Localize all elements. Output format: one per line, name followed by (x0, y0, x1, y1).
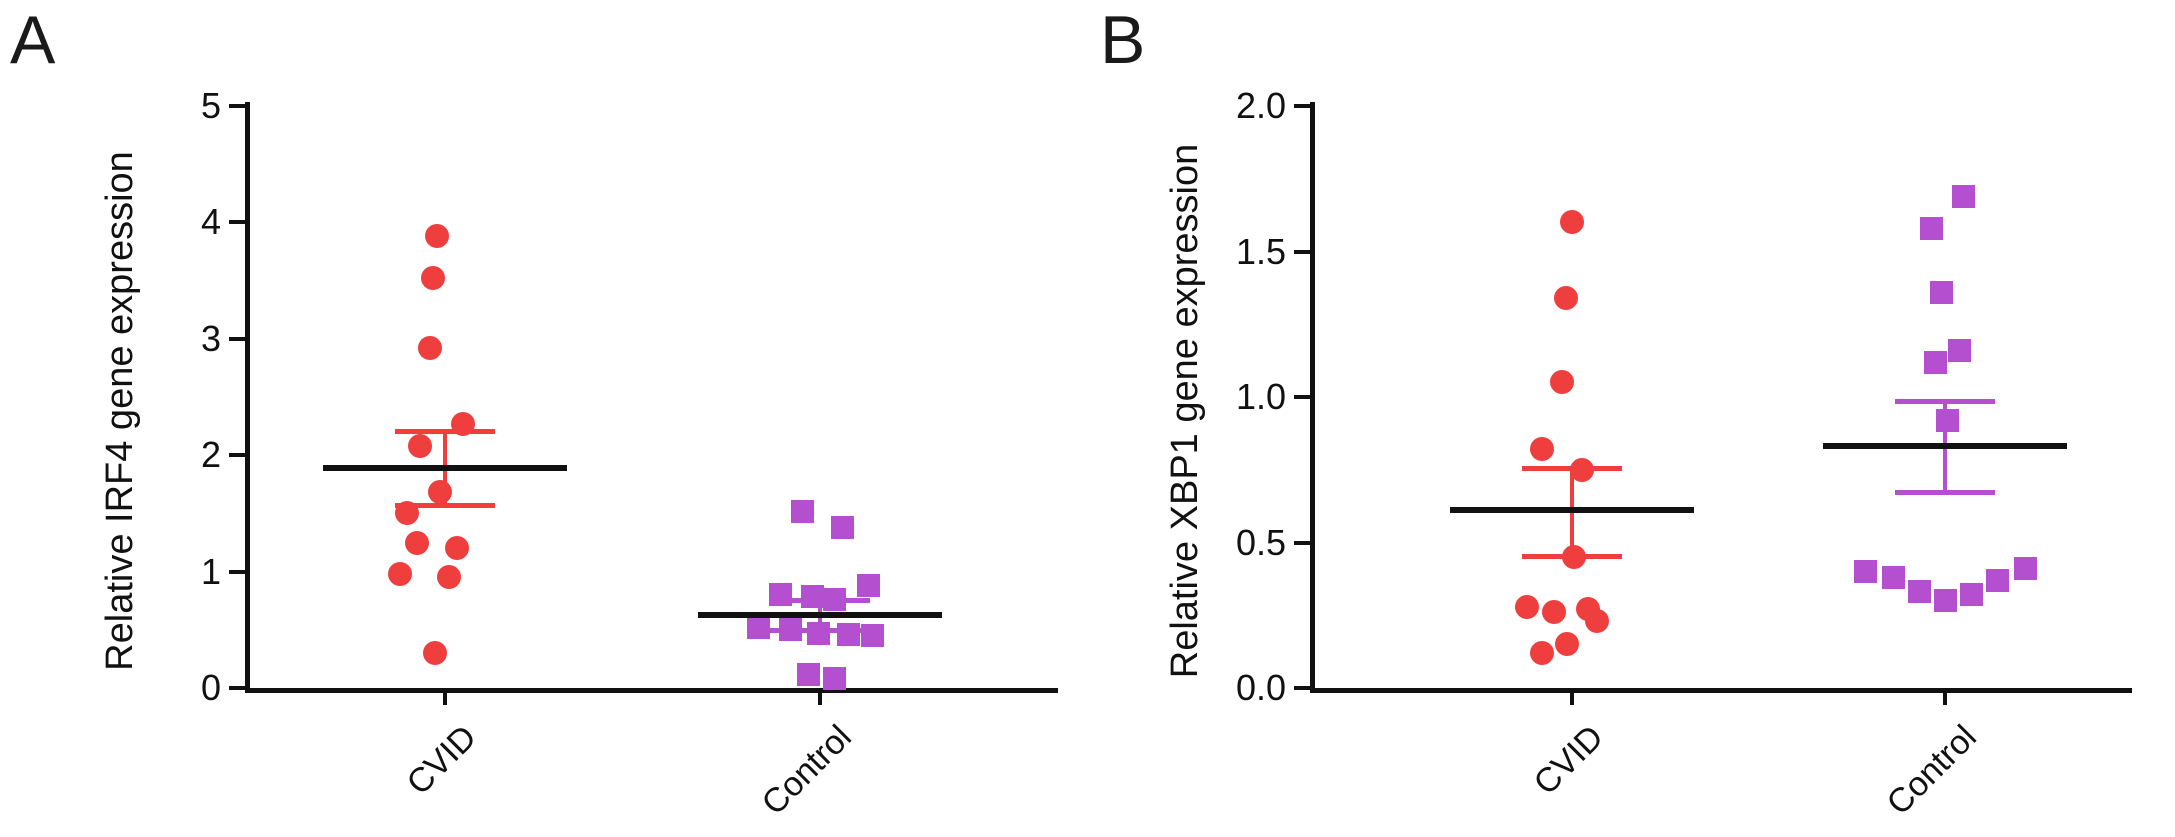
data-point (806, 621, 830, 645)
data-point (1935, 408, 1959, 432)
y-axis-line (245, 102, 250, 693)
y-tick-label: 1.0 (1235, 376, 1286, 417)
data-point (445, 536, 469, 561)
y-tick-mark (229, 104, 245, 108)
y-tick-mark (229, 686, 245, 690)
data-point (408, 433, 432, 458)
data-point (768, 583, 792, 607)
panel-a-y-axis-title: Relative IRF4 gene expression (99, 151, 141, 671)
mean-line (1450, 507, 1694, 514)
data-point (388, 561, 412, 586)
data-point (1951, 184, 1975, 208)
error-bar-cap-top (1895, 399, 1995, 405)
x-tick-mark (443, 693, 447, 705)
data-point (1585, 609, 1609, 634)
data-point (1919, 216, 1943, 240)
error-bar-cap-bottom (770, 627, 870, 633)
data-point (836, 622, 860, 646)
data-point (1555, 632, 1579, 657)
data-point (1515, 594, 1539, 619)
data-point (1907, 580, 1931, 604)
x-tick-label-cvid: CVID (399, 718, 484, 803)
data-point (423, 641, 447, 666)
error-bar-cap-bottom (395, 503, 495, 509)
x-tick-mark (1943, 693, 1947, 705)
y-tick-mark (229, 336, 245, 341)
y-tick-mark (1294, 249, 1310, 254)
y-tick-label: 2 (200, 434, 221, 476)
x-tick-label-control: Control (754, 718, 859, 823)
error-bar-cap-top (395, 428, 495, 434)
data-point (1554, 286, 1578, 311)
data-point (746, 615, 770, 639)
data-point (856, 574, 880, 598)
y-tick-label: 1.5 (1235, 230, 1286, 272)
x-axis-line (1310, 688, 2132, 693)
y-tick-mark (1294, 104, 1310, 108)
y-tick-label: 0.5 (1235, 521, 1286, 563)
data-point (1929, 280, 1953, 304)
y-tick-label: 3 (200, 317, 221, 359)
data-point (428, 480, 452, 505)
data-point (796, 662, 820, 686)
y-tick-mark (1294, 540, 1310, 545)
mean-line (323, 465, 567, 471)
y-tick-label: 5 (200, 85, 221, 126)
data-point (1530, 437, 1554, 462)
data-point (1947, 338, 1971, 362)
y-tick-label: 1 (200, 550, 221, 592)
data-point (1560, 210, 1584, 235)
data-point (1853, 560, 1877, 584)
y-tick-label: 2.0 (1235, 85, 1286, 126)
y-tick-mark (1294, 686, 1310, 690)
x-tick-label-control: Control (1879, 718, 1984, 823)
x-tick-mark (818, 693, 822, 705)
panel-b-label: B (1100, 2, 1146, 78)
data-point (425, 224, 449, 249)
y-tick-mark (229, 569, 245, 574)
error-bar-cap-top (770, 597, 870, 603)
y-tick-label: 4 (200, 201, 221, 243)
mean-line (1823, 443, 2067, 450)
y-axis-line (1310, 102, 1315, 693)
data-point (418, 336, 442, 361)
panel-a-label: A (10, 2, 56, 78)
data-point (1985, 568, 2009, 592)
data-point (822, 667, 846, 691)
data-point (2013, 557, 2037, 581)
error-bar-cap-top (1522, 466, 1622, 472)
data-point (421, 266, 445, 291)
y-tick-mark (1294, 395, 1310, 399)
data-point (437, 565, 461, 590)
data-point (1542, 600, 1566, 625)
data-point (1923, 350, 1947, 374)
x-axis-line (245, 688, 1058, 693)
data-point (1881, 565, 1905, 589)
data-point (1530, 641, 1554, 666)
data-point (1933, 589, 1957, 613)
data-point (1550, 370, 1574, 395)
data-point (1959, 583, 1983, 607)
data-point (830, 515, 854, 539)
y-tick-label: 0 (200, 667, 221, 708)
error-bar-cap-bottom (1522, 553, 1622, 559)
error-bar-cap-bottom (1895, 489, 1995, 495)
y-tick-mark (229, 220, 245, 225)
x-tick-label-cvid: CVID (1526, 718, 1611, 803)
y-tick-mark (229, 453, 245, 458)
data-point (790, 499, 814, 523)
y-tick-label: 0.0 (1235, 667, 1286, 708)
data-point (405, 530, 429, 555)
x-tick-mark (1570, 693, 1574, 705)
mean-line (698, 611, 942, 618)
